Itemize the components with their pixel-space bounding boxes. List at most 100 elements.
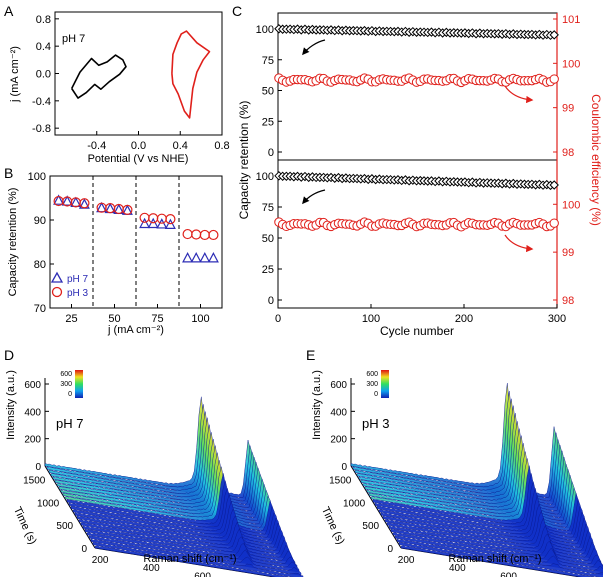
right-tick-label: 99: [562, 103, 574, 115]
x-tick-label: 50: [108, 313, 120, 325]
left-tick-label: 75: [262, 202, 274, 214]
z-tick-label: 600: [330, 380, 347, 391]
shift-tick-label: 200: [92, 555, 109, 566]
colorbar-tick-label: 0: [374, 391, 378, 398]
retention-point: [549, 180, 559, 190]
x-tick-label: 200: [455, 313, 473, 325]
z-tick-label: 0: [341, 462, 347, 473]
x-tick-label: 100: [191, 313, 209, 325]
panel-d-x-title: Raman shift (cm⁻¹): [143, 553, 236, 565]
panel-e-surface: 6004002000050010001500200400600800100060…: [329, 370, 603, 577]
ce-point: [549, 74, 559, 84]
panel-e-z-title: Intensity (a.u.): [311, 370, 323, 440]
x-tick-label: 0: [275, 313, 281, 325]
circle-point: [182, 228, 193, 240]
panel-b-legend: pH 7 pH 3: [50, 271, 89, 299]
panel-a: A pH 7 0.8 0.4 0.0 -0.4 -0.8 -0.4 0.0 0.4 0.8 P…: [4, 3, 230, 165]
panel-a-x-ticks: -0.4 0.0 0.4 0.8: [87, 131, 230, 152]
legend-ph7: pH 7: [67, 274, 89, 285]
x-tick-label: 100: [362, 313, 380, 325]
spectrum-trace: [398, 542, 603, 577]
left-tick-label: 50: [262, 233, 274, 245]
colorbar-tick-label: 600: [60, 371, 72, 378]
shift-tick-label: 400: [143, 563, 160, 574]
panel-b-x-title: j (mA cm⁻²): [107, 324, 164, 336]
panel-c-points: [274, 24, 559, 232]
retention-point: [549, 30, 559, 40]
right-tick-label: 100: [562, 58, 580, 70]
x-tick-label: 25: [65, 313, 77, 325]
time-axis-line: [350, 465, 402, 549]
legend-triangle-icon: [50, 271, 64, 283]
right-tick-label: 100: [562, 199, 580, 211]
triangle-point: [199, 252, 211, 263]
circle-point: [208, 229, 219, 241]
panel-b-y-title: Capacity retention (%): [7, 188, 19, 297]
panel-e-label: pH 3: [362, 416, 389, 431]
circle-point: [70, 197, 81, 208]
right-tick-label: 98: [562, 295, 574, 307]
y-tick-label: -0.8: [32, 123, 51, 135]
arrow-to-right-axis-top: [504, 85, 534, 104]
shift-tick-label: 200: [398, 555, 415, 566]
triangle-point: [147, 217, 159, 229]
left-tick-label: 75: [262, 55, 274, 67]
triangle-point: [190, 252, 202, 263]
right-tick-label: 99: [562, 247, 574, 259]
panel-b-x-ticks: 25 50 75 100: [65, 304, 210, 325]
time-tick-label: 0: [387, 544, 393, 555]
ce-point: [549, 218, 559, 228]
shift-tick-label: 600: [194, 571, 211, 577]
panel-c-y2-title: Coulombic efficiency (%): [589, 94, 603, 226]
y-tick-label: 90: [34, 215, 46, 227]
panel-c-y-title: Capacity retention (%): [237, 101, 251, 220]
panel-c-letter: C: [232, 3, 242, 19]
panel-a-y-ticks: 0.8 0.4 0.0 -0.4 -0.8: [32, 14, 59, 135]
y-tick-label: 100: [28, 171, 46, 183]
legend-ph3: pH 3: [67, 288, 89, 299]
left-tick-label: 0: [268, 147, 274, 159]
y-tick-label: 70: [34, 303, 46, 315]
circle-point: [79, 198, 90, 209]
left-tick-label: 25: [262, 116, 274, 128]
panel-d-surface: 6004002000050010001500200400600800100060…: [23, 370, 304, 577]
arrow-to-right-axis-bottom: [504, 234, 534, 253]
left-tick-label: 50: [262, 86, 274, 98]
triangle-point: [156, 218, 168, 229]
panel-a-label: pH 7: [62, 33, 85, 45]
cv-curve-positive-couple: [171, 30, 211, 119]
time-tick-label: 1500: [329, 476, 352, 487]
colorbar-tick-label: 300: [60, 381, 72, 388]
panel-a-letter: A: [4, 3, 14, 19]
x-tick-label: 300: [548, 313, 566, 325]
colorbar-tick-label: 600: [366, 371, 378, 378]
y-tick-label: -0.4: [32, 96, 51, 108]
z-tick-label: 400: [330, 407, 347, 418]
spectrum-trace: [92, 542, 304, 577]
right-tick-label: 101: [562, 14, 580, 26]
arrow-to-left-axis-bottom: [302, 189, 326, 205]
panel-b-y-ticks: 100 90 80 70: [28, 171, 54, 315]
spectrum-trace: [400, 545, 598, 577]
time-tick-label: 500: [362, 521, 379, 532]
cv-curve-negative-couple: [70, 54, 127, 99]
panel-c-x-title: Cycle number: [380, 324, 454, 338]
x-tick-label: -0.4: [87, 140, 106, 152]
x-tick-label: 0.4: [173, 140, 188, 152]
panel-b: B 100 90 80 70 25 50 75 100 pH 7 pH 3 j (mA cm…: [4, 165, 223, 336]
arrow-to-left-axis-top: [302, 39, 326, 56]
left-tick-label: 25: [262, 264, 274, 276]
colorbar: [75, 370, 83, 398]
panel-b-letter: B: [4, 165, 13, 181]
panel-a-y-title: j (mA cm⁻²): [9, 46, 21, 103]
time-tick-label: 0: [81, 544, 87, 555]
circle-point: [165, 214, 176, 225]
time-tick-label: 1000: [37, 498, 60, 509]
panel-a-x-title: Potential (V vs NHE): [88, 153, 189, 165]
colorbar-tick-label: 300: [366, 381, 378, 388]
panel-d-letter: D: [4, 347, 14, 363]
panel-e-x-title: Raman shift (cm⁻¹): [448, 553, 541, 565]
z-tick-label: 200: [330, 435, 347, 446]
triangle-point: [207, 252, 219, 263]
y-tick-label: 0.0: [36, 69, 51, 81]
